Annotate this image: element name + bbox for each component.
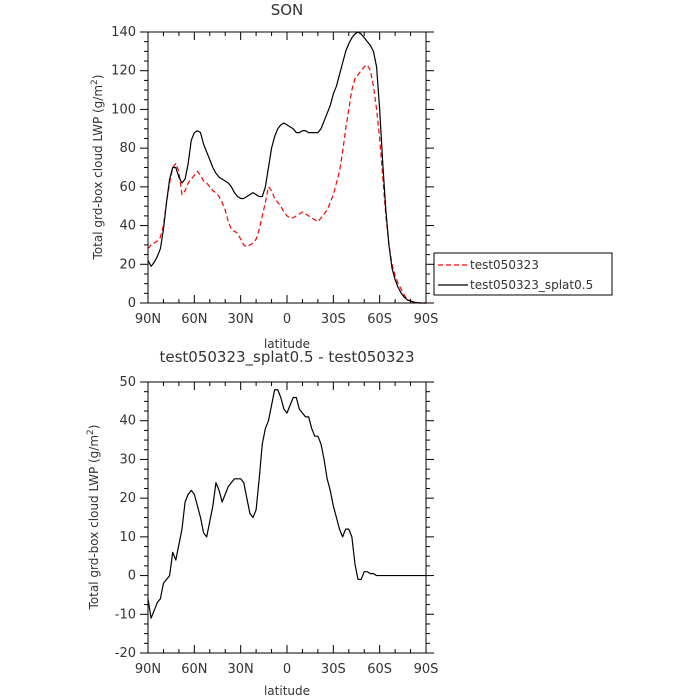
top-x-tick-label: 60N [181, 312, 207, 327]
bottom-y-tick-label: 0 [128, 569, 136, 584]
bottom-y-tick-label: -10 [115, 607, 136, 622]
bottom-plot-frame [147, 381, 427, 654]
bottom-chart-title: test050323_splat0.5 - test050323 [159, 348, 414, 367]
top-x-axis-label: latitude [264, 337, 310, 351]
top-x-tick-label: 90S [414, 312, 439, 327]
top-plot-frame [147, 31, 427, 304]
bottom-y-tick-label: -20 [115, 646, 136, 661]
bottom-panel: test050323_splat0.5 - test050323 90N 60N 3… [86, 348, 438, 698]
top-y-ticks: 0 20 40 60 80 100 120 140 [111, 25, 434, 311]
top-y-tick-label: 20 [119, 257, 136, 272]
bottom-x-tick-label: 90S [414, 662, 439, 677]
top-series-line-0 [147, 64, 426, 304]
bottom-y-tick-label: 50 [119, 375, 136, 390]
top-series-group [147, 31, 426, 304]
top-y-axis-label: Total grd-box cloud LWP (g/m2) [90, 75, 105, 261]
bottom-y-tick-label: 20 [119, 491, 136, 506]
top-series-line-1 [147, 31, 426, 304]
legend-label-test050323-splat0.5: test050323_splat0.5 [470, 278, 593, 292]
top-x-tick-label: 60S [367, 312, 392, 327]
legend-box [433, 252, 613, 296]
bottom-x-ticks: 90N 60N 30N 0 30S 60S 90S [135, 382, 439, 677]
bottom-y-ticks: -20 -10 0 10 20 30 40 50 [115, 375, 434, 661]
bottom-y-tick-label: 30 [119, 452, 136, 467]
top-x-tick-label: 30N [228, 312, 254, 327]
bottom-x-tick-label: 30S [321, 662, 346, 677]
bottom-series-line-0 [147, 389, 426, 619]
bottom-x-tick-label: 60S [367, 662, 392, 677]
top-y-tick-label: 0 [128, 296, 136, 311]
bottom-x-tick-label: 30N [228, 662, 254, 677]
top-x-tick-label: 30S [321, 312, 346, 327]
legend-label-test050323: test050323 [470, 258, 539, 272]
bottom-series-group [147, 389, 426, 619]
top-y-tick-label: 120 [111, 64, 136, 79]
bottom-x-tick-label: 0 [283, 662, 291, 677]
top-x-ticks: 90N 60N 30N 0 30S 60S 90S [135, 32, 439, 327]
top-chart-title: SON [271, 1, 304, 19]
bottom-x-axis-label: latitude [264, 684, 310, 698]
top-y-tick-label: 100 [111, 102, 136, 117]
bottom-y-tick-label: 10 [119, 530, 136, 545]
bottom-x-tick-label: 60N [181, 662, 207, 677]
top-x-tick-label: 0 [283, 312, 291, 327]
top-y-tick-label: 40 [119, 219, 136, 234]
top-y-tick-label: 80 [119, 141, 136, 156]
legend: test050323 test050323_splat0.5 [433, 252, 613, 296]
bottom-y-tick-label: 40 [119, 414, 136, 429]
top-y-tick-label: 60 [119, 180, 136, 195]
bottom-x-tick-label: 90N [135, 662, 161, 677]
top-x-tick-label: 90N [135, 312, 161, 327]
top-panel: SON 90N 60N 30N 0 30S 60S 90S 0 20 40 60 80 100 120 1… [90, 1, 613, 351]
top-y-tick-label: 140 [111, 25, 136, 40]
bottom-y-axis-label: Total grd-box cloud LWP (g/m2) [86, 425, 101, 611]
